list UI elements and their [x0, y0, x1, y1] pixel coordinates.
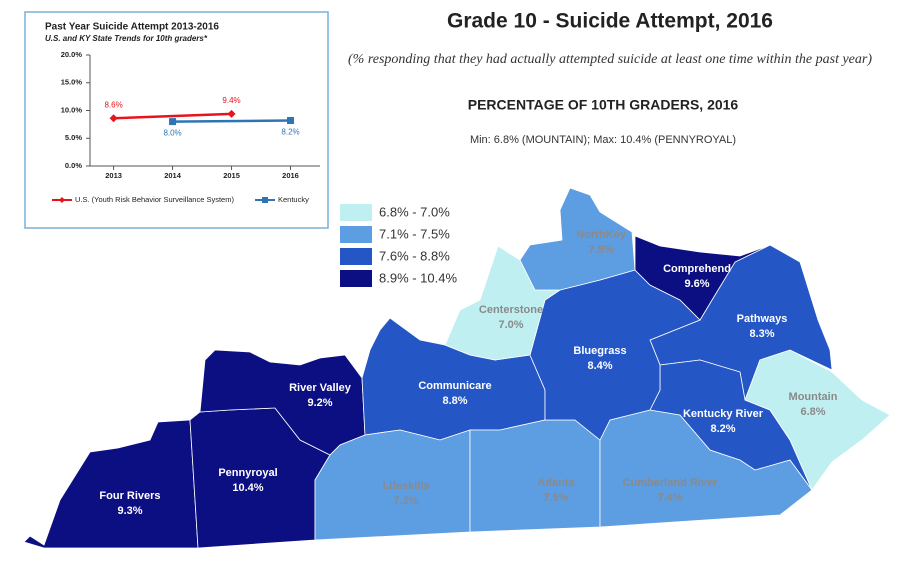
- region-name: Cumberland River: [623, 477, 718, 489]
- series-line: [113, 112, 232, 120]
- data-label: 8.2%: [281, 128, 299, 137]
- x-tick-label: 2014: [164, 171, 182, 180]
- point-marker: [227, 109, 236, 118]
- region-value: 7.2%: [393, 495, 418, 507]
- region-value: 7.5%: [588, 244, 613, 256]
- legend-label: 7.6% - 8.8%: [379, 248, 450, 263]
- region-name: Lifeskills: [382, 480, 429, 492]
- region-name: Pathways: [737, 313, 788, 325]
- region-value: 7.0%: [498, 319, 523, 331]
- legend: 6.8% - 7.0% 7.1% - 7.5% 7.6% - 8.8% 8.9% - …: [340, 204, 457, 287]
- y-tick-label: 20.0%: [61, 50, 83, 59]
- region-value: 8.4%: [587, 360, 612, 372]
- map-title: PERCENTAGE OF 10TH GRADERS, 2016: [468, 97, 739, 113]
- legend-label: 8.9% - 10.4%: [379, 270, 457, 285]
- title: Grade 10 - Suicide Attempt, 2016: [447, 10, 773, 33]
- y-tick-label: 5.0%: [65, 133, 82, 142]
- legend-label: 6.8% - 7.0%: [379, 204, 450, 219]
- inset-chart: Past Year Suicide Attempt 2013-2016 U.S.…: [24, 11, 329, 229]
- region-name: Kentucky River: [683, 408, 764, 420]
- inset-subtitle: U.S. and KY State Trends for 10th grader…: [45, 34, 208, 43]
- series-line: [172, 119, 291, 123]
- legend-swatch: [340, 270, 372, 287]
- legend-label: Kentucky: [278, 195, 309, 204]
- region-shape: [634, 235, 771, 321]
- region-value: 8.2%: [710, 423, 735, 435]
- min-max: Min: 6.8% (MOUNTAIN); Max: 10.4% (PENNYR…: [470, 134, 736, 146]
- inset-title: Past Year Suicide Attempt 2013-2016: [45, 22, 219, 33]
- region-shape: [469, 419, 601, 533]
- map: Four Rivers 9.3% Pennyroyal 10.4% River Vall…: [23, 187, 891, 549]
- region-value: 8.3%: [749, 328, 774, 340]
- legend-swatch: [340, 248, 372, 265]
- region-value: 6.8%: [800, 406, 825, 418]
- region-value: 9.3%: [117, 505, 142, 517]
- data-label: 9.4%: [222, 96, 240, 105]
- legend-swatch: [340, 226, 372, 243]
- region-value: 7.5%: [543, 492, 568, 504]
- legend-label: U.S. (Youth Risk Behavior Surveillance S…: [75, 195, 234, 204]
- region-value: 7.4%: [657, 492, 682, 504]
- subtitle: (% responding that they had actually att…: [348, 52, 872, 67]
- x-tick-label: 2015: [223, 171, 240, 180]
- region-name: Four Rivers: [99, 490, 160, 502]
- region-shape: [744, 349, 891, 491]
- y-tick-label: 15.0%: [61, 78, 83, 87]
- region-name: Bluegrass: [573, 345, 626, 357]
- region-value: 8.8%: [442, 395, 467, 407]
- legend-label: 7.1% - 7.5%: [379, 226, 450, 241]
- region-name: River Valley: [289, 382, 352, 394]
- y-tick-label: 0.0%: [65, 161, 82, 170]
- x-tick-label: 2013: [105, 171, 122, 180]
- region-name: Pennyroyal: [218, 467, 277, 479]
- y-tick-label: 10.0%: [61, 105, 83, 114]
- region-shape: [23, 419, 199, 549]
- region-name: NorthKey: [576, 229, 626, 241]
- region-value: 10.4%: [232, 482, 263, 494]
- point-marker: [109, 114, 118, 123]
- region-shape: [199, 349, 366, 456]
- legend-swatch: [340, 204, 372, 221]
- region-name: Communicare: [418, 380, 491, 392]
- region-name: Centerstone: [479, 304, 543, 316]
- region-name: Mountain: [789, 391, 838, 403]
- point-marker: [287, 116, 295, 124]
- data-label: 8.6%: [104, 100, 122, 109]
- region-shape: [519, 187, 636, 291]
- region-name: Adanta: [537, 477, 575, 489]
- data-label: 8.0%: [163, 129, 181, 138]
- region-name: Comprehend: [663, 263, 731, 275]
- legend-marker: [59, 197, 65, 203]
- region-value: 9.6%: [684, 278, 709, 290]
- legend-marker: [262, 197, 268, 203]
- x-tick-label: 2016: [282, 171, 299, 180]
- region-value: 9.2%: [307, 397, 332, 409]
- point-marker: [169, 118, 177, 126]
